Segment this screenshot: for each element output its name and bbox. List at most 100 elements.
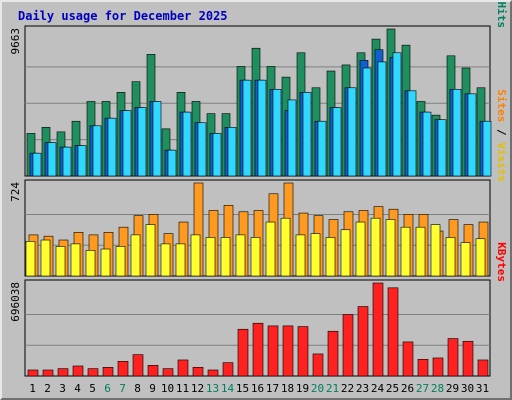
bar-kbytes-day-12	[192, 367, 204, 377]
bar-kbytes-day-28	[432, 357, 444, 377]
x-tick-label: 29	[446, 382, 459, 395]
bar-kbytes-day-9	[147, 365, 159, 377]
bar-visits-day-19	[295, 234, 306, 277]
bar-visits-day-14	[220, 237, 231, 277]
bar-kbytes-day-15	[237, 328, 249, 377]
x-tick-label: 18	[281, 382, 294, 395]
bar-kbytes-day-8	[132, 354, 144, 377]
bar-pages-day-15	[242, 79, 252, 177]
legend-entry: /	[495, 122, 508, 142]
bar-pages-day-19	[302, 92, 312, 177]
bar-visits-day-10	[160, 243, 171, 277]
bar-visits-day-26	[400, 226, 411, 277]
legend-entry: Visits	[495, 142, 508, 182]
bar-pages-day-7	[122, 110, 132, 177]
x-tick-label: 21	[326, 382, 339, 395]
bar-visits-day-13	[205, 237, 216, 277]
bar-pages-day-24	[377, 61, 387, 177]
chart-title: Daily usage for December 2025	[18, 9, 228, 23]
bar-pages-day-9	[152, 101, 162, 177]
bar-visits-day-4	[70, 243, 81, 277]
x-tick-label: 3	[59, 382, 66, 395]
bar-kbytes-day-10	[162, 368, 174, 377]
bar-visits-day-15	[235, 234, 246, 277]
bar-pages-day-4	[77, 145, 87, 177]
bar-kbytes-day-5	[87, 368, 99, 377]
bar-visits-day-18	[280, 217, 291, 277]
bar-kbytes-day-13	[207, 369, 219, 377]
bar-kbytes-day-31	[477, 359, 489, 377]
axis-legend: KBytes	[495, 242, 508, 282]
bar-visits-day-5	[85, 250, 96, 277]
bar-visits-day-3	[55, 246, 66, 277]
bar-kbytes-day-30	[462, 340, 474, 377]
bar-visits-day-22	[340, 229, 351, 277]
bar-pages-day-16	[257, 79, 267, 177]
bar-pages-day-22	[347, 87, 357, 177]
bar-kbytes-day-11	[177, 359, 189, 377]
bar-pages-day-25	[392, 52, 402, 177]
bar-visits-day-23	[355, 221, 366, 277]
bar-kbytes-day-7	[117, 361, 129, 377]
panel-sites-visits: 724 Sites / Visits	[9, 89, 508, 277]
bar-kbytes-day-26	[402, 341, 414, 377]
x-tick-label: 23	[356, 382, 369, 395]
bar-kbytes-day-23	[357, 306, 369, 377]
x-tick-label: 2	[44, 382, 51, 395]
bar-kbytes-day-19	[297, 326, 309, 377]
bar-kbytes-day-29	[447, 338, 459, 377]
bar-kbytes-day-21	[327, 330, 339, 377]
bar-kbytes-day-4	[72, 365, 84, 377]
bar-visits-day-7	[115, 246, 126, 277]
bar-pages-day-1	[32, 152, 42, 177]
bar-pages-day-18	[287, 99, 297, 177]
bar-visits-day-25	[385, 219, 396, 277]
chart-panels: 9663 Pages / Files / Hits 724 Sites / Visit…	[9, 2, 508, 377]
x-tick-label: 9	[149, 382, 156, 395]
x-tick-label: 16	[251, 382, 264, 395]
bar-visits-day-12	[190, 234, 201, 277]
bar-pages-day-27	[422, 111, 432, 177]
bar-kbytes-day-6	[102, 367, 114, 377]
legend-entry: Sites	[495, 89, 508, 122]
bar-pages-day-12	[197, 122, 207, 177]
bar-pages-day-11	[182, 111, 192, 177]
bar-pages-day-6	[107, 117, 117, 177]
bar-pages-day-17	[272, 88, 282, 177]
x-tick-label: 27	[416, 382, 429, 395]
y-max-label: 9663	[9, 28, 22, 55]
bar-visits-day-20	[310, 233, 321, 277]
x-tick-label: 17	[266, 382, 279, 395]
x-tick-label: 15	[236, 382, 249, 395]
x-tick-label: 25	[386, 382, 399, 395]
x-tick-label: 11	[176, 382, 189, 395]
bar-kbytes-day-14	[222, 362, 234, 377]
bar-pages-day-14	[227, 127, 237, 177]
bar-pages-day-13	[212, 133, 222, 177]
bar-visits-day-6	[100, 248, 111, 277]
bar-pages-day-30	[467, 93, 477, 177]
bar-visits-day-31	[475, 238, 486, 277]
x-tick-label: 30	[461, 382, 474, 395]
bar-pages-day-20	[317, 120, 327, 177]
bar-visits-day-28	[430, 224, 441, 277]
bar-visits-day-21	[325, 237, 336, 277]
x-tick-label: 5	[89, 382, 96, 395]
x-tick-label: 1	[29, 382, 36, 395]
bar-kbytes-day-24	[372, 282, 384, 377]
x-tick-label: 7	[119, 382, 126, 395]
bar-pages-day-29	[452, 88, 462, 177]
x-tick-label: 4	[74, 382, 81, 395]
bar-pages-day-3	[62, 146, 72, 177]
x-tick-labels: 1 2 3 4 5 6 7 8 9 10 11 12 13 14 15 16 17 18 19 20 21 22 23 24 2…	[29, 382, 489, 395]
x-tick-label: 31	[476, 382, 489, 395]
bar-kbytes-day-22	[342, 314, 354, 377]
bar-kbytes-day-18	[282, 325, 294, 377]
bar-pages-day-28	[437, 119, 447, 177]
x-tick-label: 12	[191, 382, 204, 395]
bar-pages-day-8	[137, 107, 147, 177]
bar-pages-day-10	[167, 149, 177, 177]
x-tick-label: 8	[134, 382, 141, 395]
bar-pages-day-5	[92, 125, 102, 177]
